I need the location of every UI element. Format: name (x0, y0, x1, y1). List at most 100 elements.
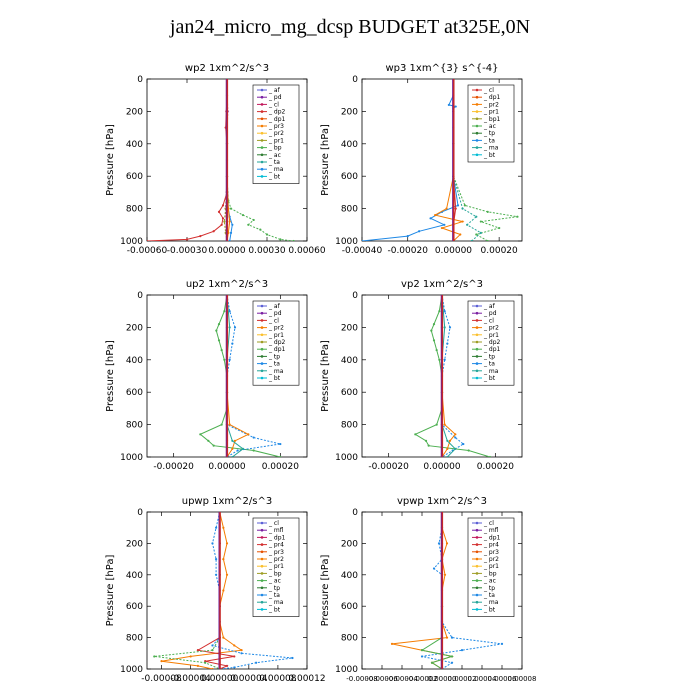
legend-entry: _ pr1 (268, 137, 284, 144)
legend-marker (475, 304, 479, 308)
series-point (231, 223, 234, 226)
legend-marker (260, 167, 264, 171)
series-group (153, 512, 294, 669)
legend-entry: _ cl (268, 317, 279, 324)
series-group (199, 295, 282, 457)
panel-title: wp2 1xm^2/s^3 (185, 63, 269, 74)
series-point (231, 447, 234, 450)
legend-marker (260, 564, 264, 568)
legend-entry: _ ac (483, 123, 496, 130)
legend-marker (475, 369, 479, 373)
series-point (217, 210, 221, 213)
series-point (461, 220, 464, 223)
legend-marker (475, 110, 479, 113)
series-point (252, 449, 255, 452)
series-point (221, 217, 225, 220)
series-point (435, 348, 438, 352)
legend-marker (260, 550, 264, 554)
y-tick-label: 1000 (120, 237, 143, 247)
series-point (446, 455, 449, 457)
legend-entry: _ bt (268, 173, 281, 180)
legend-marker (475, 124, 479, 128)
y-axis-label: Pressure [hPa] (105, 124, 116, 196)
legend-marker (475, 550, 479, 554)
legend-marker (260, 543, 264, 546)
legend-marker (475, 139, 479, 142)
legend-marker (475, 608, 479, 611)
series-point (204, 661, 207, 664)
series-point (291, 656, 294, 660)
series-point (454, 207, 457, 210)
panel-title: upwp 1xm^2/s^3 (182, 496, 272, 507)
series-point (454, 447, 457, 450)
series-point (446, 342, 449, 345)
legend-box (467, 517, 515, 617)
series-point (467, 449, 470, 452)
x-tick-label: -0.00020 (153, 462, 194, 472)
legend-marker (260, 304, 264, 308)
panel-upwp: upwp 1xm^2/s^3 Pressure [hPa] 0 200 400 600 80… (105, 496, 326, 684)
legend-marker (475, 579, 479, 582)
legend-entry: _ cl (483, 520, 494, 527)
series-point (240, 649, 243, 652)
series-point (430, 661, 434, 664)
legend-entry: _ pr2 (483, 325, 499, 332)
series-point (446, 447, 449, 450)
series-point (247, 433, 250, 436)
x-tick-label: 0.00030 (248, 246, 285, 256)
legend-entry: _ ta (483, 592, 495, 599)
series-point (229, 231, 233, 234)
series-line (196, 512, 235, 669)
legend-marker (475, 95, 479, 99)
series-point (479, 231, 482, 234)
series-point (432, 339, 436, 342)
y-axis-label: Pressure [hPa] (320, 124, 331, 196)
legend-marker (260, 311, 264, 315)
legend-entry: _ pr2 (483, 101, 499, 108)
x-tick-label: 0.00000 (201, 674, 238, 684)
series-point (420, 649, 424, 652)
legend-marker (260, 600, 264, 604)
series-line (226, 295, 244, 457)
legend-entry: _ pr1 (268, 332, 284, 339)
series-point (446, 439, 449, 442)
series-group (362, 79, 519, 241)
series-point (461, 207, 464, 210)
series-point (214, 573, 218, 576)
legend-marker (475, 521, 479, 525)
y-tick-label: 400 (341, 356, 358, 366)
legend-entry: _ dp2 (483, 339, 501, 346)
series-point (211, 649, 214, 652)
series-point (406, 235, 409, 238)
y-tick-label: 400 (126, 140, 143, 150)
legend-entry: _ dp1 (268, 116, 286, 123)
plot-frame (146, 511, 308, 670)
x-tick-label: 0.00004 (468, 675, 497, 683)
y-tick-label: 200 (126, 107, 143, 117)
legend-entry: _ ac (268, 578, 281, 585)
y-tick-label: 600 (126, 388, 143, 398)
legend-entry: _ bp (483, 570, 497, 577)
y-tick-label: 400 (341, 140, 358, 150)
legend-entry: _ bt (483, 152, 496, 159)
y-tick-label: 800 (126, 421, 143, 431)
legend-marker (260, 369, 264, 373)
series-point (236, 449, 239, 452)
legend-entry: _ ac (483, 578, 496, 585)
legend-entry: _ pr1 (483, 332, 499, 339)
series-group (414, 295, 492, 457)
series-point (252, 218, 255, 222)
legend-entry: _ pr2 (483, 556, 499, 563)
plot-frame (361, 78, 523, 242)
legend-entry: _ bt (483, 375, 496, 382)
series-point (214, 526, 218, 529)
series-point (475, 215, 478, 218)
legend-entry: _ mfl (483, 527, 499, 534)
series-point (185, 238, 189, 241)
series-point (228, 423, 231, 426)
panel-vpwp: vpwp 1xm^2/s^3 Pressure [hPa] 0 200 400 600 80… (320, 496, 536, 683)
series-point (223, 310, 226, 313)
legend-marker (475, 600, 479, 604)
legend-marker (260, 608, 264, 611)
legend-entry: _ ma (268, 599, 284, 606)
